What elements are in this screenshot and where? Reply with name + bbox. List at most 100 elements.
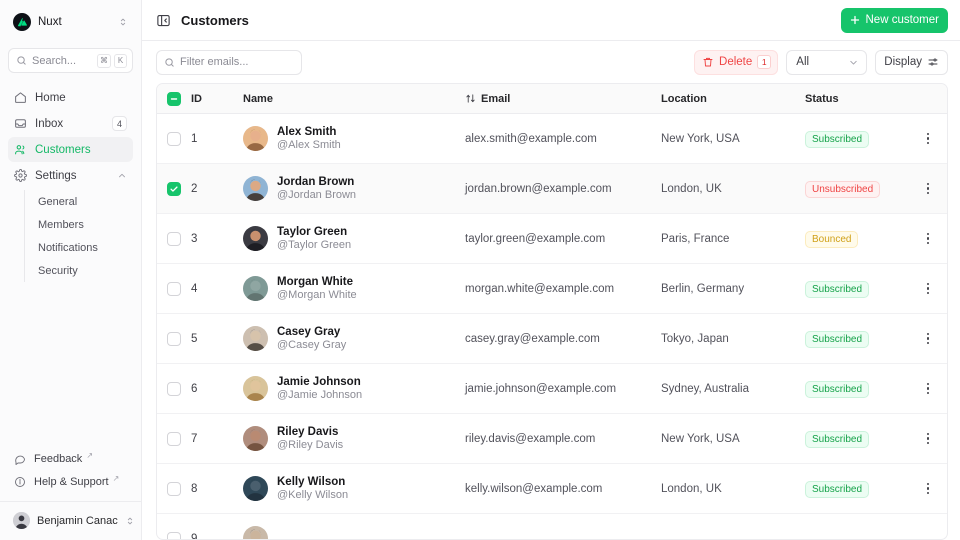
sort-arrows-icon[interactable] [465,93,476,104]
team-switcher[interactable]: Nuxt [8,9,133,35]
sidebar-subitem-members[interactable]: Members [38,218,84,231]
customer-name: Kelly Wilson [277,476,346,488]
column-header-location[interactable]: Location [661,92,707,105]
inbox-icon [14,117,27,130]
trash-icon [702,56,714,68]
column-header-status[interactable]: Status [805,92,839,105]
column-header-name[interactable]: Name [243,92,273,105]
ellipsis-vertical-icon[interactable] [923,179,934,199]
user-menu-trigger[interactable]: Benjamin Canac [8,509,133,532]
status-badge: Subscribed [805,281,870,298]
status-badge: Subscribed [805,381,870,398]
table-row[interactable]: 8 Kelly Wilson @Kelly Wilson kelly.wilson@e… [157,464,947,514]
cell-id: 7 [191,432,198,445]
sidebar-item-help-support[interactable]: Help & Support ↗ [8,470,133,493]
main-content: Customers New customer Filter emails... [142,0,960,540]
status-badge: Subscribed [805,131,870,148]
new-customer-button[interactable]: New customer [840,7,948,33]
cell-id: 8 [191,482,198,495]
table-row[interactable]: 2 Jordan Brown @Jordan Brown jordan.brown@e… [157,164,947,214]
table-row[interactable]: 7 Riley Davis @Riley Davis riley.davis@exam… [157,414,947,464]
row-checkbox[interactable] [167,481,181,496]
sidebar-item-settings-label: Settings [35,169,77,182]
row-select-cell [157,231,191,246]
ellipsis-vertical-icon[interactable] [923,479,934,499]
display-label: Display [884,56,922,68]
page-header: Customers New customer [142,0,960,41]
row-checkbox[interactable] [167,131,181,146]
sidebar-item-home-label: Home [35,91,66,104]
page-title: Customers [181,12,249,28]
info-circle-icon [14,476,26,488]
table-row[interactable]: 9 [157,514,947,539]
ellipsis-vertical-icon[interactable] [923,129,934,149]
row-select-cell [157,131,191,146]
sidebar: Nuxt Search... ⌘ K Home [0,0,142,540]
row-checkbox[interactable] [167,281,181,296]
status-filter-select[interactable]: All [786,49,868,75]
display-button[interactable]: Display [875,49,948,75]
avatar [243,326,268,351]
cell-name: Morgan White @Morgan White [243,276,465,301]
customer-handle: @Jamie Johnson [277,389,363,401]
sidebar-item-feedback[interactable]: Feedback ↗ [8,447,133,470]
select-all-cell [157,91,191,106]
filter-emails-input[interactable]: Filter emails... [156,49,302,75]
chevron-up-down-icon [118,17,128,27]
chat-bubble-icon [14,453,26,465]
row-checkbox[interactable] [167,231,181,246]
cell-location: London, UK [661,182,722,195]
row-checkbox[interactable] [167,331,181,346]
cell-id: 3 [191,232,198,245]
cell-location: New York, USA [661,432,740,445]
select-all-checkbox[interactable] [167,91,181,106]
table-row[interactable]: 5 Casey Gray @Casey Gray casey.gray@example… [157,314,947,364]
column-header-id[interactable]: ID [191,92,202,105]
sidebar-header: Nuxt [0,0,141,39]
sidebar-item-home[interactable]: Home [8,85,133,110]
search-input[interactable]: Search... ⌘ K [8,48,133,73]
user-name: Benjamin Canac [37,514,118,527]
ellipsis-vertical-icon[interactable] [923,279,934,299]
table-row[interactable]: 1 Alex Smith @Alex Smith alex.smith@example… [157,114,947,164]
status-badge: Subscribed [805,431,870,448]
panel-left-collapse-icon[interactable] [156,13,171,28]
ellipsis-vertical-icon[interactable] [923,429,934,449]
column-header-email[interactable]: Email [465,93,661,105]
ellipsis-vertical-icon[interactable] [923,379,934,399]
row-checkbox[interactable] [167,181,181,196]
table-row[interactable]: 4 Morgan White @Morgan White morgan.white@e… [157,264,947,314]
customer-handle: @Jordan Brown [277,189,357,201]
customer-name: Jordan Brown [277,176,355,188]
cell-status: Unsubscribed [805,179,909,198]
cell-name: Riley Davis @Riley Davis [243,426,465,451]
sliders-icon [927,56,939,68]
ellipsis-vertical-icon[interactable] [923,329,934,349]
sidebar-subitem-notifications[interactable]: Notifications [38,241,98,254]
sidebar-subitem-general[interactable]: General [38,195,78,208]
row-checkbox[interactable] [167,531,181,539]
sidebar-item-settings[interactable]: Settings [8,163,133,188]
table-row[interactable]: 3 Taylor Green @Taylor Green taylor.green@e… [157,214,947,264]
customer-handle: @Riley Davis [277,439,344,451]
cell-name: Casey Gray @Casey Gray [243,326,465,351]
delete-button[interactable]: Delete 1 [694,49,779,75]
table-row[interactable]: 6 Jamie Johnson @Jamie Johnson jamie.johnso… [157,364,947,414]
ellipsis-vertical-icon[interactable] [923,229,934,249]
settings-subnav: General Members Notifications Security [24,190,133,282]
customer-handle: @Alex Smith [277,139,341,151]
home-icon [14,91,27,104]
chevron-down-icon [848,57,859,68]
sidebar-item-inbox-label: Inbox [35,117,64,130]
row-checkbox[interactable] [167,431,181,446]
sidebar-item-inbox[interactable]: Inbox 4 [8,111,133,136]
plus-icon [849,14,861,26]
row-checkbox[interactable] [167,381,181,396]
cell-email: riley.davis@example.com [465,432,596,445]
cell-email: morgan.white@example.com [465,282,615,295]
sidebar-subitem-security[interactable]: Security [38,264,78,277]
external-link-icon: ↗ [112,474,120,483]
sidebar-item-customers[interactable]: Customers [8,137,133,162]
inbox-badge: 4 [112,116,127,131]
customers-table: ID Name Email Location Status 1 Alex Smit… [156,83,948,540]
